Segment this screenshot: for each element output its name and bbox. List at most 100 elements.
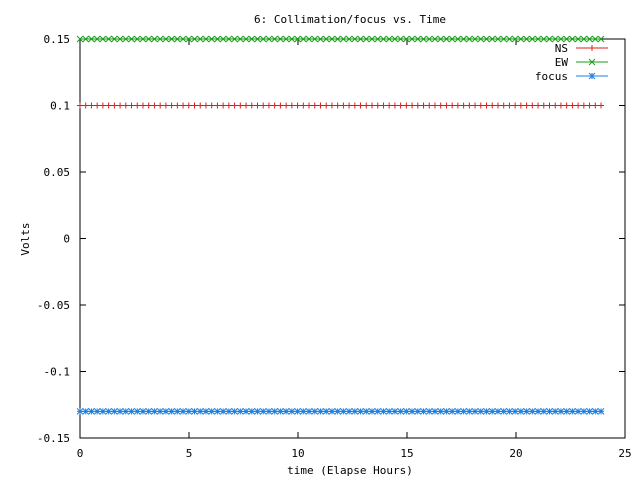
data-point	[156, 35, 164, 43]
data-point	[317, 35, 324, 43]
y-axis-label: Volts	[19, 222, 32, 255]
data-point	[317, 408, 324, 415]
data-point	[540, 408, 548, 415]
data-point	[282, 408, 290, 415]
data-point	[305, 35, 313, 43]
data-point	[299, 408, 307, 415]
data-point	[93, 35, 101, 43]
data-point	[494, 408, 502, 415]
data-point	[294, 35, 301, 43]
x-tick-label: 20	[509, 447, 522, 460]
x-tick-label: 15	[400, 447, 413, 460]
legend-key-ns	[576, 45, 608, 51]
y-tick-label: 0.1	[50, 100, 70, 113]
data-point	[351, 408, 359, 415]
data-point	[362, 408, 370, 415]
data-point	[299, 35, 307, 43]
data-point	[471, 35, 479, 43]
data-point	[225, 35, 233, 43]
data-point	[414, 408, 422, 415]
data-point	[448, 408, 456, 415]
data-point	[523, 35, 530, 43]
legend-label-ew: EW	[555, 56, 569, 69]
data-point	[282, 35, 290, 43]
data-point	[259, 35, 267, 43]
y-tick-label: 0.05	[44, 166, 71, 179]
data-point	[139, 408, 147, 415]
data-point	[500, 35, 508, 43]
data-point	[454, 408, 462, 415]
plot-frame	[79, 38, 626, 439]
data-point	[374, 35, 382, 43]
data-point	[105, 408, 112, 415]
data-point	[340, 408, 347, 415]
data-point	[402, 408, 410, 415]
data-point	[133, 35, 141, 43]
data-point	[528, 35, 536, 43]
data-point	[133, 408, 141, 415]
data-point	[511, 408, 519, 415]
data-point	[586, 408, 593, 415]
x-tick-label: 10	[291, 447, 304, 460]
data-point	[214, 35, 221, 43]
data-point	[368, 408, 376, 415]
data-point	[460, 35, 467, 43]
data-point	[425, 35, 433, 43]
data-point	[328, 35, 336, 43]
data-point	[254, 35, 261, 43]
data-point	[500, 408, 508, 415]
data-point	[151, 35, 158, 43]
data-point	[225, 408, 233, 415]
data-point	[340, 35, 347, 43]
data-point	[506, 408, 513, 415]
data-point	[391, 35, 399, 43]
data-point	[506, 35, 513, 43]
data-point	[116, 408, 124, 415]
data-point	[116, 35, 124, 43]
series-layer	[76, 35, 605, 415]
data-point	[208, 35, 216, 43]
data-point	[586, 35, 593, 43]
data-point	[477, 408, 485, 415]
data-point	[488, 35, 496, 43]
data-point	[477, 35, 485, 43]
data-point	[196, 35, 204, 43]
data-point	[551, 35, 559, 43]
y-tick-label: -0.15	[37, 432, 70, 445]
data-point	[357, 35, 364, 43]
legend-marker	[588, 72, 596, 80]
data-point	[385, 35, 393, 43]
data-point	[380, 35, 387, 43]
data-point	[288, 35, 296, 43]
data-point	[76, 408, 84, 415]
data-point	[534, 35, 542, 43]
data-point	[277, 35, 284, 43]
y-axis-ticks: 0.15 0.1 0.05 0 -0.05 -0.1 -0.15	[37, 33, 625, 445]
data-point	[362, 35, 370, 43]
data-point	[271, 35, 279, 43]
legend-key-ew	[576, 58, 608, 66]
data-point	[202, 35, 210, 43]
data-point	[385, 408, 393, 415]
data-point	[402, 35, 410, 43]
data-point	[265, 35, 273, 43]
data-point	[185, 408, 193, 415]
data-point	[546, 35, 553, 43]
data-point	[93, 408, 101, 415]
data-point	[277, 408, 284, 415]
series-ns	[77, 102, 605, 109]
data-point	[408, 35, 416, 43]
data-point	[557, 35, 565, 43]
data-point	[265, 408, 273, 415]
data-point	[591, 408, 599, 415]
data-point	[414, 35, 422, 43]
data-point	[231, 35, 238, 43]
data-point	[351, 35, 359, 43]
x-tick-label: 0	[77, 447, 84, 460]
data-point	[236, 35, 244, 43]
data-point	[191, 35, 198, 43]
data-point	[76, 35, 84, 43]
data-point	[254, 408, 261, 415]
